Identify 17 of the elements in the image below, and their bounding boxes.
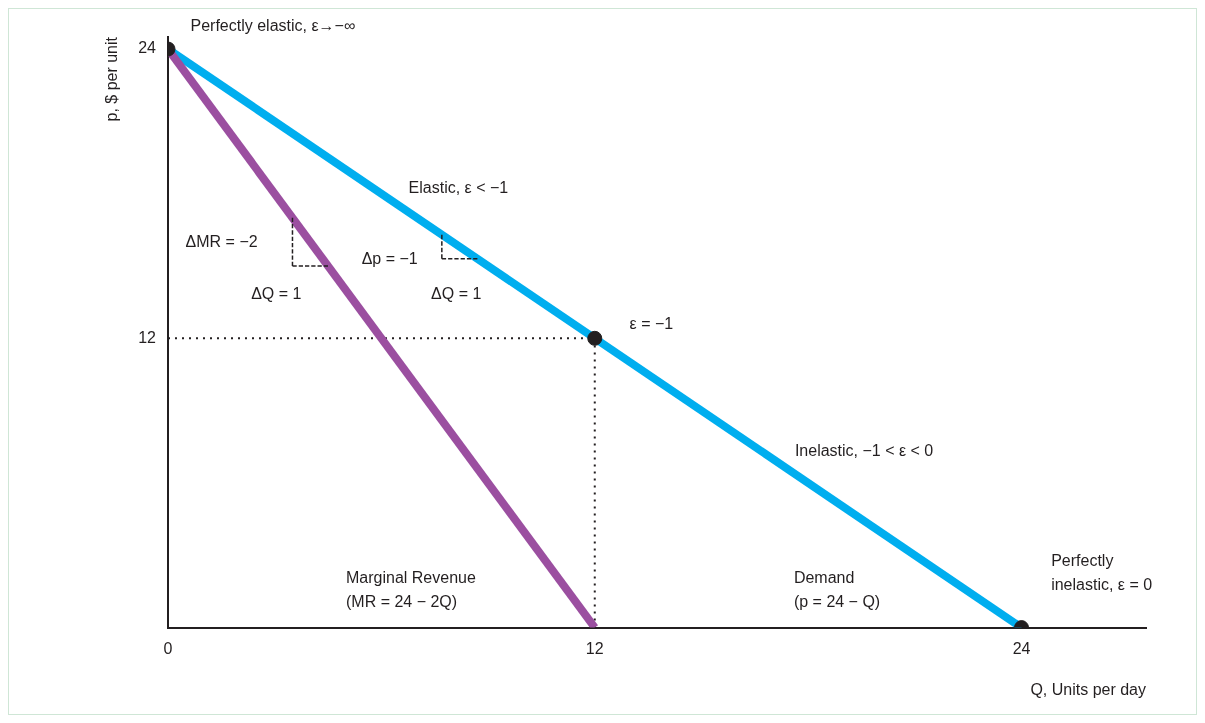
x-tick-label: 12: [585, 639, 604, 657]
annotation: ΔQ = 1: [431, 284, 482, 302]
point: [587, 330, 603, 346]
x-tick-label: 0: [163, 639, 173, 657]
y-axis-title: p, $ per unit: [103, 36, 121, 122]
annotation: ΔQ = 1: [251, 284, 302, 302]
annotation: Demand (p = 24 − Q): [793, 569, 881, 611]
x-tick-label: 24: [1012, 639, 1031, 657]
annotation: ε = −1: [629, 315, 674, 333]
annotation: Inelastic, −1 < ε < 0: [794, 442, 934, 460]
x-axis-title: Q, Units per day: [1030, 680, 1146, 698]
annotation: Elastic, ε < −1: [408, 178, 509, 196]
text: Perfectly elastic, ε→−∞: [190, 16, 356, 34]
annotation: Δp = −1: [361, 250, 418, 268]
annotation: Perfectly inelastic, ε = 0: [1051, 552, 1153, 594]
annotation: Marginal Revenue (MR = 24 − 2Q): [345, 569, 476, 611]
annotation: ΔMR = −2: [185, 232, 258, 250]
